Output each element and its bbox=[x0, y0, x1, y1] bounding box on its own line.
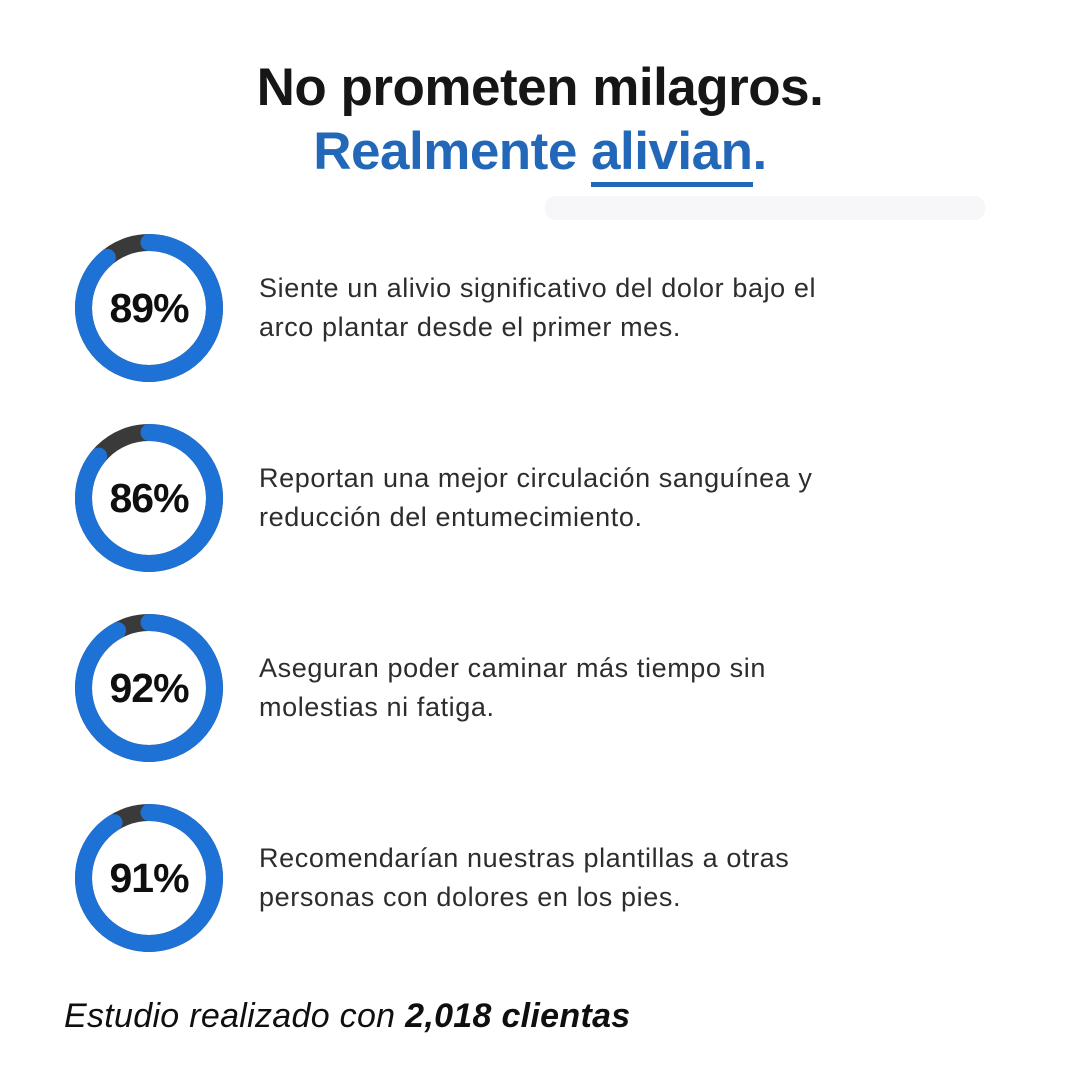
donut-gauge: 91% bbox=[75, 804, 223, 952]
page-title-line2: Realmente alivian. bbox=[0, 120, 1080, 187]
donut-gauge: 89% bbox=[75, 234, 223, 382]
gauge-percent-label: 92% bbox=[109, 664, 189, 711]
title-shadow-smudge bbox=[545, 196, 985, 220]
stat-row: 91% Recomendarían nuestras plantillas a … bbox=[75, 804, 1080, 952]
donut-gauge-chart bbox=[75, 614, 223, 762]
stats-list: 89% Siente un alivio significativo del d… bbox=[0, 234, 1080, 952]
page-title-line1: No prometen milagros. bbox=[256, 58, 824, 117]
gauge-percent-label: 91% bbox=[109, 854, 189, 901]
gauge-percent-label: 86% bbox=[109, 474, 189, 521]
stat-description: Aseguran poder caminar más tiempo sin mo… bbox=[259, 653, 766, 722]
title-line2-prefix: Realmente bbox=[313, 122, 592, 181]
footnote-emphasis: 2,018 clientas bbox=[405, 997, 631, 1035]
stat-description: Reportan una mejor circulación sanguínea… bbox=[259, 463, 813, 532]
title-underlined-word: alivian bbox=[591, 122, 753, 187]
gauge-percent-label: 89% bbox=[109, 284, 189, 331]
header: No prometen milagros. Realmente alivian. bbox=[0, 0, 1080, 187]
title-line2-suffix: . bbox=[752, 122, 768, 181]
donut-gauge: 86% bbox=[75, 424, 223, 572]
stat-row: 86% Reportan una mejor circulación sangu… bbox=[75, 424, 1080, 572]
study-footnote: Estudio realizado con 2,018 clientas bbox=[64, 997, 631, 1036]
donut-gauge-chart bbox=[75, 234, 223, 382]
stat-row: 92% Aseguran poder caminar más tiempo si… bbox=[75, 614, 1080, 762]
stat-row: 89% Siente un alivio significativo del d… bbox=[75, 234, 1080, 382]
donut-gauge: 92% bbox=[75, 614, 223, 762]
footnote-prefix: Estudio realizado con bbox=[64, 997, 406, 1035]
donut-gauge-chart bbox=[75, 424, 223, 572]
donut-gauge-chart bbox=[75, 804, 223, 952]
stat-description: Siente un alivio significativo del dolor… bbox=[259, 273, 817, 342]
stat-description: Recomendarían nuestras plantillas a otra… bbox=[259, 843, 790, 912]
